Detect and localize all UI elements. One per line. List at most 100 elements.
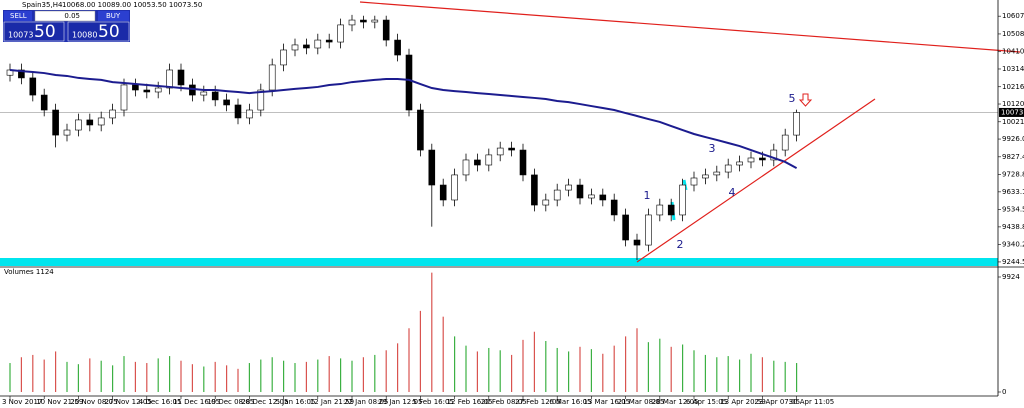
wave-label: 5 xyxy=(789,92,796,105)
x-tick-label: 12 Jan 21:59 xyxy=(310,398,354,406)
trade-panel: SELL 0.05 BUY 10073 50 10080 50 xyxy=(3,10,130,42)
candle-body xyxy=(542,199,550,206)
candle-body xyxy=(325,39,333,43)
candle-body xyxy=(667,204,675,216)
candle-body xyxy=(679,184,686,216)
candle-body xyxy=(428,149,436,186)
candle-body xyxy=(234,104,242,119)
candle-body xyxy=(405,54,413,111)
x-tick-label: 6 Mar 16:05 xyxy=(549,398,591,406)
y-tick-label: 10410.30 xyxy=(1002,48,1024,56)
buy-price: 10080 xyxy=(72,31,97,40)
candle-body xyxy=(645,214,652,246)
candle-body xyxy=(75,119,82,131)
x-tick-label: 30 Apr 11:05 xyxy=(789,398,835,406)
y-tick-label: 9534.50 xyxy=(1002,206,1024,214)
candle-body xyxy=(257,89,265,111)
candle-body xyxy=(280,49,287,66)
candle-body xyxy=(724,164,732,173)
wave-label: 4 xyxy=(729,186,736,199)
candle-body xyxy=(154,87,162,93)
y-tick-label: 10216.00 xyxy=(1002,83,1024,91)
x-tick-label: 21 Mar 08:05 xyxy=(618,398,665,406)
candle-body xyxy=(576,184,584,199)
candle-body xyxy=(610,199,618,216)
x-tick-label: 11 Dec 16:05 xyxy=(173,398,220,406)
wave-label: 1 xyxy=(644,189,651,202)
moving-average xyxy=(9,68,798,169)
x-tick-label: 5 Feb 16:05 xyxy=(412,398,453,406)
sell-price-box[interactable] xyxy=(3,21,65,42)
candle-body xyxy=(508,147,515,151)
y-tick-label: 10021.70 xyxy=(1002,118,1024,126)
candle-body xyxy=(303,44,310,49)
y-tick-label: 9924 xyxy=(1002,273,1020,281)
buy-points: 50 xyxy=(98,22,120,42)
candle-body xyxy=(177,69,185,86)
buy-button[interactable] xyxy=(98,11,129,21)
candle-body xyxy=(462,159,470,176)
x-tick-label: 22 Jan 08:05 xyxy=(344,398,388,406)
candle-body xyxy=(371,19,379,23)
x-tick-label: 3 Nov 2017 xyxy=(2,398,42,406)
down-arrow xyxy=(798,93,813,107)
candle-body xyxy=(702,174,709,179)
candle-body xyxy=(120,84,128,111)
y-tick-label: 9340.20 xyxy=(1002,241,1024,249)
candle-body xyxy=(109,109,116,119)
candle-body xyxy=(439,184,447,201)
candle-body xyxy=(348,19,356,26)
x-tick-label: 10 Nov 21:59 xyxy=(36,398,83,406)
y-tick-label: 10508.90 xyxy=(1002,30,1024,38)
buy-price-box[interactable] xyxy=(67,21,130,42)
candle-body xyxy=(531,174,538,206)
candle-body xyxy=(656,204,664,216)
candle-body xyxy=(211,91,219,101)
candle-body xyxy=(40,94,48,111)
y-tick-label: 10607.50 xyxy=(1002,12,1024,20)
x-tick-label: 5 Jan 16:05 xyxy=(276,398,316,406)
lot-input[interactable] xyxy=(34,10,96,22)
candle-body xyxy=(759,157,766,161)
x-tick-label: 6 Apr 15:05 xyxy=(686,398,727,406)
y-tick-label: 9827.40 xyxy=(1002,153,1024,161)
drawn-objects xyxy=(0,1,1021,266)
x-tick-label: 4 Dec 16:05 xyxy=(139,398,182,406)
y-tick-label: 9633.10 xyxy=(1002,188,1024,196)
candle-body xyxy=(86,119,94,126)
candle-body xyxy=(496,147,504,156)
candle-body xyxy=(18,69,25,79)
candle-body xyxy=(736,161,743,166)
candle-body xyxy=(793,112,800,136)
sell-button[interactable] xyxy=(4,11,32,21)
x-tick-label: 13 Mar 16:05 xyxy=(583,398,630,406)
y-tick-label: 9926.00 xyxy=(1002,135,1024,143)
wave-label: 3 xyxy=(709,142,716,155)
current-price-label: 10073.50 xyxy=(1001,108,1024,116)
candle-body xyxy=(337,24,344,43)
trend-line xyxy=(359,1,1021,53)
support-zone xyxy=(0,258,998,266)
candle-body xyxy=(474,159,481,166)
candle-body xyxy=(360,19,367,23)
candle-body xyxy=(166,69,173,89)
sell-price: 10073 xyxy=(8,31,33,40)
candle-body xyxy=(268,64,276,91)
candle-body xyxy=(713,171,721,176)
candle-body xyxy=(97,117,105,126)
candle-body xyxy=(622,214,629,241)
x-tick-label: 27 Nov 12:05 xyxy=(105,398,152,406)
candle-body xyxy=(63,129,71,136)
candle-body xyxy=(29,77,37,96)
candle-body xyxy=(451,174,458,201)
volume-title: Volumes 1124 xyxy=(4,268,54,276)
x-tick-label: 13 Apr 20:59 xyxy=(720,398,766,406)
candle-body xyxy=(246,109,253,119)
candle-body xyxy=(519,149,527,176)
y-tick-label: 10120.30 xyxy=(1002,100,1024,108)
x-tick-label: 23 Apr 07:05 xyxy=(754,398,800,406)
candle-body xyxy=(485,154,493,166)
x-tick-label: 27 Feb 12:05 xyxy=(515,398,561,406)
